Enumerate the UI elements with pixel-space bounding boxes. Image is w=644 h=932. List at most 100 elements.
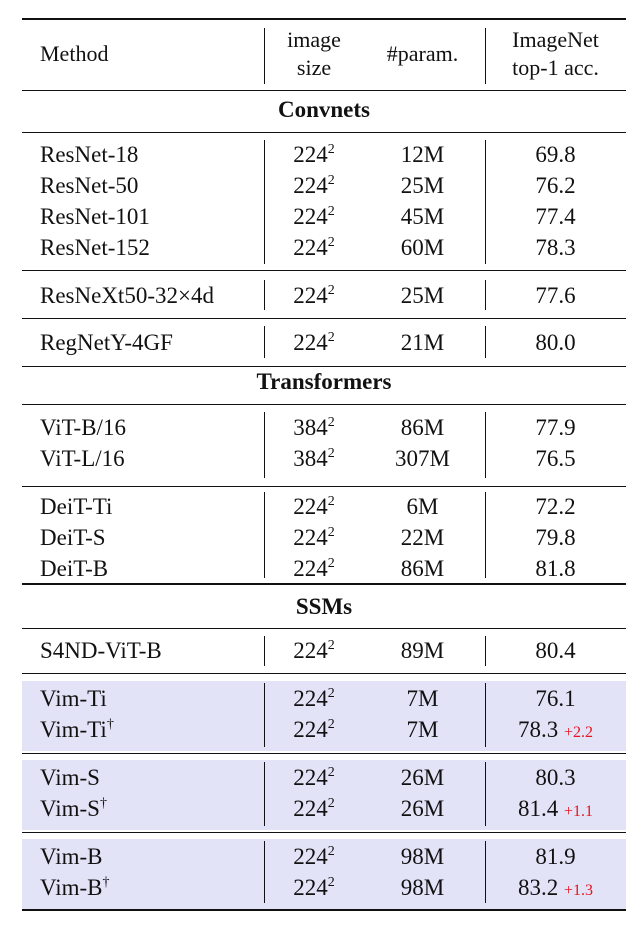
accuracy-value: 80.0 [535,330,576,355]
param-count: 45M [364,204,481,230]
method-name: ResNeXt50-32×4d [40,283,214,309]
param-count: 98M [364,844,481,870]
method-name: RegNetY-4GF [40,330,173,356]
vsep-right [485,326,486,358]
dagger-mark: † [102,875,110,890]
method-label: ResNeXt50-32×4d [40,283,214,308]
accuracy-gain: +1.1 [563,803,594,820]
top1-accuracy: 76.1 [485,686,626,712]
param-value: 45M [400,204,445,229]
param-value: 60M [400,235,445,260]
method-name: ResNet-152 [40,235,150,261]
accuracy-value: 76.1 [535,686,576,711]
method-label: ResNet-101 [40,204,150,229]
vsep-right [485,492,486,578]
accuracy-value: 78.3 [535,235,576,260]
highlight-vim-b [22,839,626,909]
image-size: 2242 [264,556,364,582]
image-size-value: 224 [293,142,328,167]
header-vsep-right [485,28,486,84]
method-name: Vim-B† [40,875,110,901]
accuracy-value: 81.4 [517,796,559,821]
rule-after-vim-ti [22,753,626,754]
image-size: 2242 [264,525,364,551]
size-exponent: 2 [327,765,335,780]
param-count: 7M [364,717,481,743]
top1-accuracy: 69.8 [485,142,626,168]
param-count: 25M [364,173,481,199]
param-value: 98M [400,875,445,900]
image-size: 2242 [264,875,364,901]
top1-accuracy: 76.5 [485,446,626,472]
method-name: ViT-B/16 [40,415,126,441]
param-value: 89M [400,638,445,663]
image-size: 2242 [264,283,364,309]
header-image-size-line2: size [296,55,332,80]
header-method: Method [40,41,109,66]
image-size: 2242 [264,796,364,822]
vsep-right [485,683,486,747]
param-value: 86M [400,415,445,440]
image-size: 2242 [264,142,364,168]
method-label: DeiT-Ti [40,494,113,519]
param-count: 26M [364,796,481,822]
accuracy-value: 76.5 [535,446,576,471]
image-size: 2242 [264,717,364,743]
image-size-value: 224 [293,556,328,581]
top1-accuracy: 78.3 +2.2 [485,717,626,746]
top1-accuracy: 79.8 [485,525,626,551]
top1-accuracy: 78.3 [485,235,626,261]
method-label: Vim-S [40,796,100,821]
vsep-right [485,762,486,826]
image-size: 2242 [264,173,364,199]
param-value: 25M [400,283,445,308]
size-exponent: 2 [327,235,335,250]
top1-accuracy: 80.4 [485,638,626,664]
accuracy-value: 81.9 [535,844,576,869]
image-size-value: 224 [293,796,328,821]
header-image-size-line1: image [287,27,341,52]
size-exponent: 2 [327,796,335,811]
image-size-value: 224 [293,844,328,869]
image-size: 2242 [264,494,364,520]
vsep-left [264,326,265,358]
method-label: ViT-L/16 [40,446,125,471]
size-exponent: 2 [327,844,335,859]
param-value: 26M [400,765,445,790]
rule-after-resnet [22,270,626,271]
param-value: 86M [400,556,445,581]
vsep-right [485,636,486,666]
accuracy-value: 79.8 [535,525,576,550]
method-name: Vim-S [40,765,100,791]
top1-accuracy: 77.6 [485,283,626,309]
size-exponent: 2 [327,283,335,298]
param-count: 21M [364,330,481,356]
top1-accuracy: 80.3 [485,765,626,791]
param-value: 22M [400,525,445,550]
param-count: 307M [364,446,481,472]
top1-accuracy: 77.4 [485,204,626,230]
size-exponent: 2 [327,142,335,157]
ssms-rule [22,628,626,629]
size-exponent: 2 [327,875,335,890]
accuracy-value: 69.8 [535,142,576,167]
top1-accuracy: 81.9 [485,844,626,870]
rule-after-regnet [22,366,626,367]
param-count: 7M [364,686,481,712]
accuracy-value: 76.2 [535,173,576,198]
param-count: 22M [364,525,481,551]
top1-accuracy: 80.0 [485,330,626,356]
vsep-left [264,636,265,666]
rule-after-vim-s [22,832,626,833]
vsep-right [485,412,486,478]
top1-accuracy: 83.2 +1.3 [485,875,626,904]
method-label: DeiT-S [40,525,106,550]
image-size-value: 224 [293,235,328,260]
image-size-value: 224 [293,330,328,355]
image-size: 2242 [264,235,364,261]
param-count: 89M [364,638,481,664]
image-size-value: 224 [293,525,328,550]
vsep-left [264,492,265,578]
size-exponent: 2 [327,173,335,188]
top1-accuracy: 81.4 +1.1 [485,796,626,825]
